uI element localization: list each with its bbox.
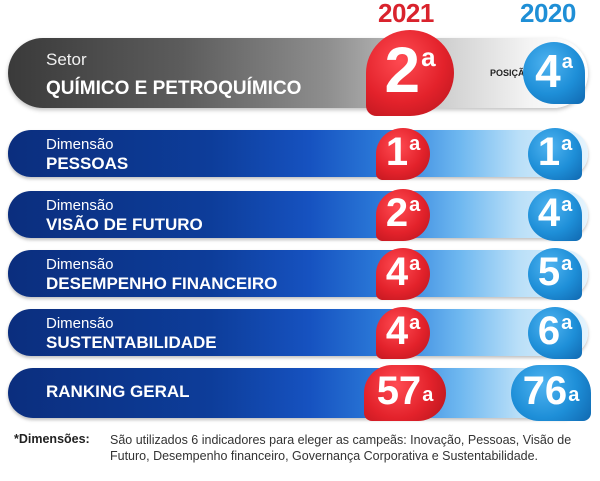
- rank-2020-number: 5: [537, 250, 561, 294]
- rank-2020-suffix: a: [561, 133, 573, 155]
- dimension-row-pessoas: Dimensão PESSOAS 1 a 1 a: [8, 128, 588, 180]
- rank-2021-number: 4: [385, 250, 409, 294]
- rank-2021-badge: 1 a: [376, 128, 430, 180]
- rank-2021-badge: 4 a: [376, 248, 430, 300]
- rank-2021-suffix: a: [409, 253, 421, 275]
- dimension-row-visao-de-futuro: Dimensão VISÃO DE FUTURO 2 a 4 a: [8, 189, 588, 241]
- ranking-geral-row: RANKING GERAL 57 a 76 a: [8, 365, 591, 421]
- sector-rank-2021-number: 2: [384, 34, 421, 106]
- dimension-small-label: Dimensão: [46, 136, 114, 153]
- rank-2021-badge: 2 a: [376, 189, 430, 241]
- dimension-name: DESEMPENHO FINANCEIRO: [46, 274, 278, 293]
- rank-2021-suffix: a: [409, 194, 421, 216]
- posicao-label: POSIÇÃO: [490, 68, 532, 78]
- ranking-2021-number: 57: [376, 369, 422, 413]
- rank-2020-number: 6: [537, 309, 561, 353]
- year-2021-header: 2021: [378, 0, 434, 28]
- year-2020-header: 2020: [520, 0, 576, 28]
- dimension-row-sustentabilidade: Dimensão SUSTENTABILIDADE 4 a 6 a: [8, 307, 588, 359]
- rank-2021-badge: 4 a: [376, 307, 430, 359]
- sector-rank-2021-badge: 2 a: [366, 30, 454, 116]
- sector-small-label: Setor: [46, 50, 87, 69]
- ranking-2020-badge: 76 a: [511, 365, 591, 421]
- rank-2020-number: 4: [537, 191, 561, 235]
- sector-name: QUÍMICO E PETROQUÍMICO: [46, 78, 302, 99]
- rank-2020-suffix: a: [561, 194, 573, 216]
- dimension-name: SUSTENTABILIDADE: [46, 333, 217, 352]
- rank-2021-number: 1: [385, 130, 409, 174]
- ranking-2020-number: 76: [522, 369, 568, 413]
- dimension-name: VISÃO DE FUTURO: [46, 215, 203, 234]
- sector-rank-2020-number: 4: [535, 45, 561, 97]
- rank-2020-badge: 6 a: [528, 307, 582, 359]
- rank-2020-badge: 5 a: [528, 248, 582, 300]
- rank-2020-suffix: a: [561, 253, 573, 275]
- rank-2020-suffix: a: [561, 312, 573, 334]
- rank-2020-badge: 4 a: [528, 189, 582, 241]
- ranking-2021-suffix: a: [422, 384, 434, 406]
- footnote-label: *Dimensões:: [14, 432, 90, 446]
- ranking-2021-badge: 57 a: [364, 365, 446, 421]
- sector-rank-2020-badge: 4 a: [523, 42, 585, 104]
- rank-2021-suffix: a: [409, 133, 421, 155]
- footnote-text: São utilizados 6 indicadores para eleger…: [110, 433, 572, 463]
- sector-rank-2020-suffix: a: [561, 51, 573, 73]
- rank-2021-suffix: a: [409, 312, 421, 334]
- dimension-small-label: Dimensão: [46, 197, 114, 214]
- rank-2020-number: 1: [537, 130, 561, 174]
- sector-row: Setor QUÍMICO E PETROQUÍMICO 2 a POSIÇÃO…: [8, 30, 588, 116]
- dimension-name: PESSOAS: [46, 154, 129, 173]
- dimension-row-desempenho-financeiro: Dimensão DESEMPENHO FINANCEIRO 4 a 5 a: [8, 248, 588, 300]
- sector-rank-2021-suffix: a: [421, 42, 436, 72]
- dimension-small-label: Dimensão: [46, 256, 114, 273]
- ranking-geral-label: RANKING GERAL: [46, 382, 190, 401]
- rank-2020-badge: 1 a: [528, 128, 582, 180]
- rank-2021-number: 4: [385, 309, 409, 353]
- ranking-2020-suffix: a: [568, 384, 580, 406]
- rank-2021-number: 2: [385, 191, 409, 235]
- dimension-small-label: Dimensão: [46, 315, 114, 332]
